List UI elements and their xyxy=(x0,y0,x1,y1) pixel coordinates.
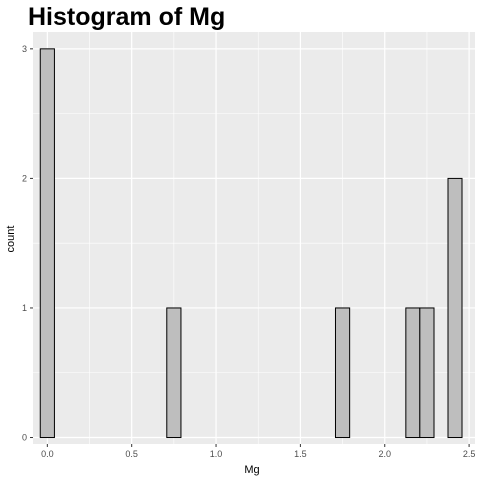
y-tick-label: 2 xyxy=(22,173,27,183)
histogram-bar xyxy=(39,48,55,439)
x-tick-label: 0.0 xyxy=(41,449,54,459)
x-axis: 0.0 0.5 1.0 1.5 2.0 2.5 xyxy=(41,444,475,459)
plot-panel xyxy=(33,32,475,444)
histogram-bars xyxy=(39,48,463,439)
x-tick-label: 1.5 xyxy=(294,449,307,459)
x-tick-label: 1.0 xyxy=(210,449,223,459)
histogram-bar xyxy=(447,177,463,439)
y-axis: 0 1 2 3 xyxy=(22,44,33,443)
x-axis-title: Mg xyxy=(244,464,259,476)
y-tick-label: 1 xyxy=(22,303,27,313)
histogram-bar xyxy=(419,307,435,439)
y-tick-label: 3 xyxy=(22,44,27,54)
x-tick-label: 0.5 xyxy=(125,449,138,459)
y-axis-title: count xyxy=(5,226,17,253)
y-tick-label: 0 xyxy=(22,433,27,443)
x-tick-label: 2.0 xyxy=(378,449,391,459)
histogram-bar xyxy=(334,307,351,439)
histogram-bar xyxy=(405,307,421,439)
x-tick-label: 2.5 xyxy=(463,449,476,459)
chart-title: Histogram of Mg xyxy=(28,3,225,31)
histogram-bar xyxy=(166,307,182,439)
